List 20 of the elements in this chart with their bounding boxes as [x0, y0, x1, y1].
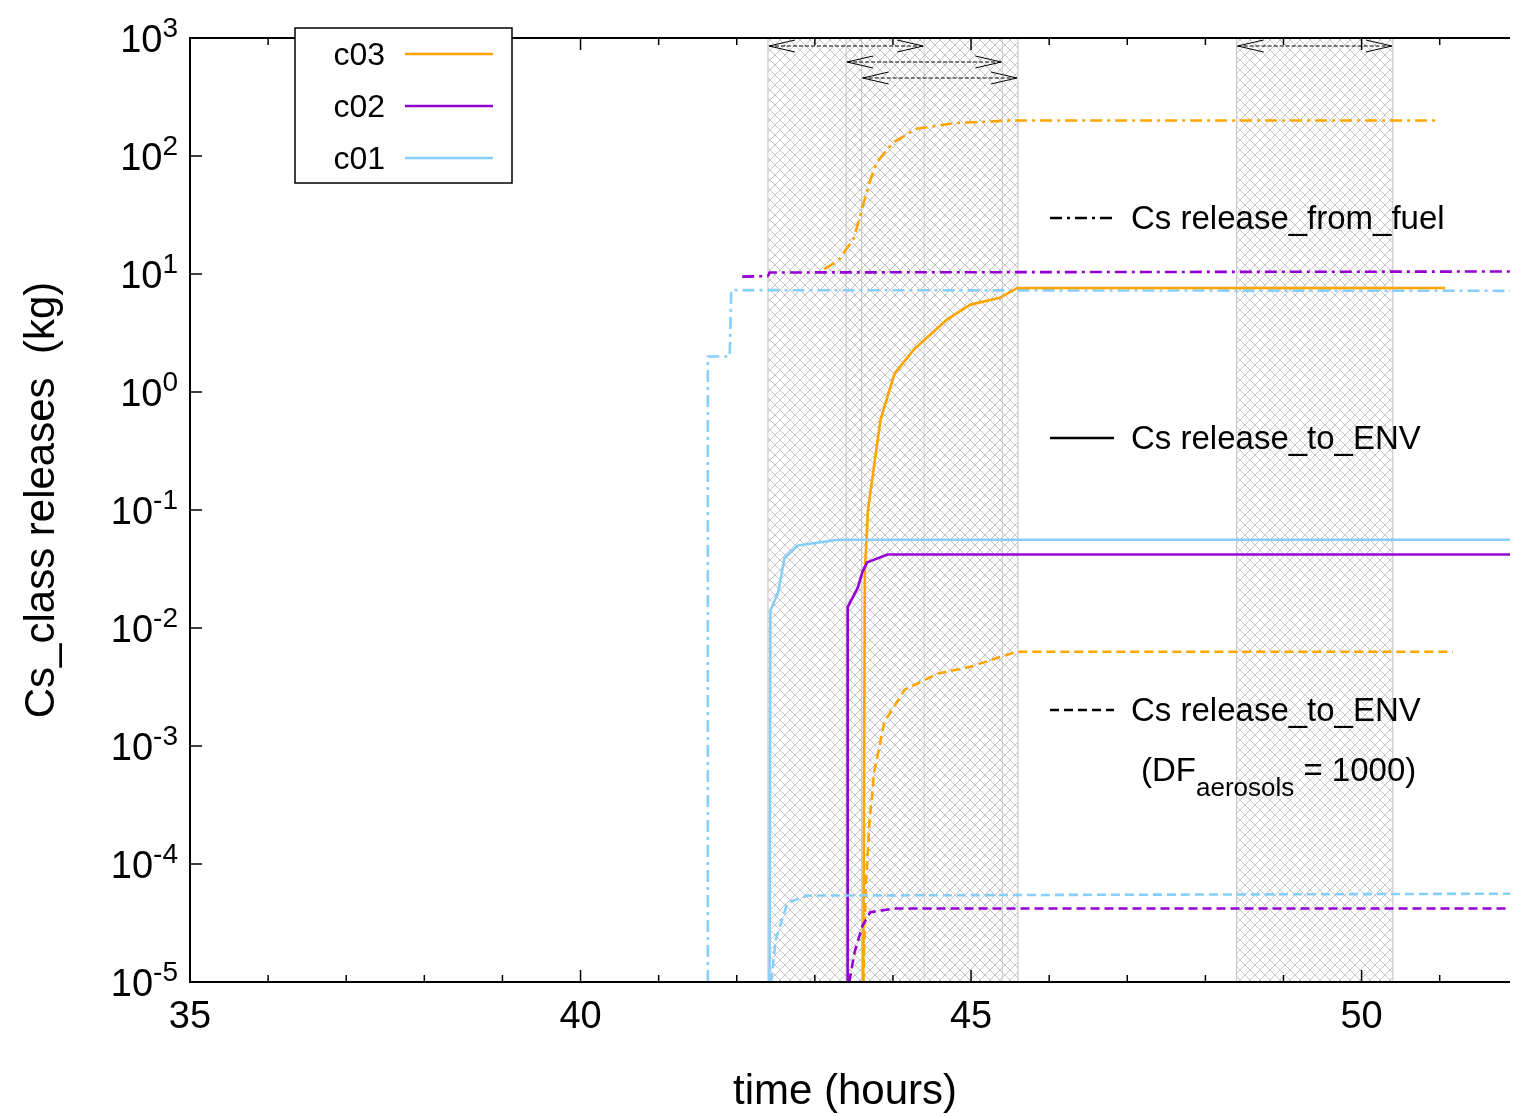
y-tick-label: 10$^{-1}$: [110, 483, 178, 532]
annotation: Cs release_from_fuel: [1131, 199, 1445, 236]
x-axis-title: time (hours): [732, 1066, 958, 1113]
y-tick-label: 10$^{-3}$: [110, 719, 178, 768]
x-tick-label: 50: [1340, 994, 1383, 1036]
x-tick-label: 45: [949, 994, 993, 1036]
legend-label: c01: [333, 140, 385, 176]
y-tick-label: 10$^{3}$: [120, 11, 178, 60]
legend-label: c02: [333, 88, 385, 124]
annotation: (DF$_{aerosols}$ = 1000): [1141, 751, 1417, 802]
annotation: Cs release_to_ENV: [1131, 691, 1421, 728]
y-tick-label: 10$^{-4}$: [110, 837, 178, 886]
y-tick-label: 10$^{0}$: [120, 365, 178, 414]
y-axis-title: Cs_class releases (kg): [16, 281, 63, 719]
x-tick-label: 40: [559, 994, 602, 1036]
y-tick-label: 10$^{1}$: [120, 247, 178, 296]
y-tick-label: 10$^{-2}$: [110, 601, 178, 650]
y-tick-label: 10$^{2}$: [120, 129, 178, 178]
legend-label: c03: [333, 36, 385, 72]
annotation: Cs release_to_ENV: [1131, 419, 1421, 456]
